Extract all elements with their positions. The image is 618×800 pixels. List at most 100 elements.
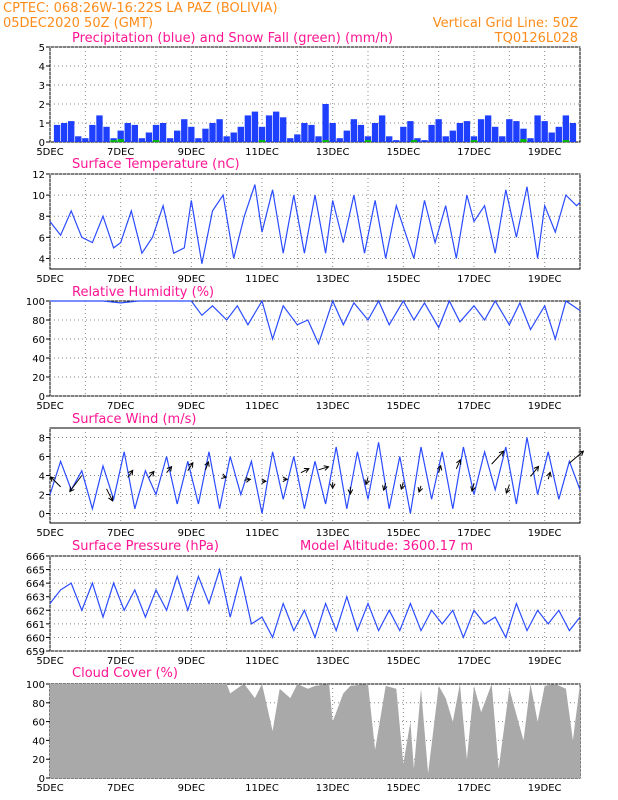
precip-bar	[393, 140, 400, 142]
x-tick-label-wind: 19DEC	[528, 528, 562, 539]
y-tick-label-cloud: 60	[32, 718, 45, 729]
x-tick-label-temp: 11DEC	[245, 274, 279, 285]
x-tick-label-cloud: 19DEC	[528, 783, 562, 794]
wind-arrow-head	[436, 464, 443, 471]
x-tick-label-humidity: 7DEC	[107, 401, 134, 412]
precip-bar	[329, 123, 336, 142]
cloud-area	[50, 684, 580, 778]
wind-arrow-head	[533, 465, 540, 472]
wind-arrow	[166, 466, 172, 473]
precip-bar	[555, 126, 562, 142]
precip-bar	[456, 123, 464, 142]
snow-bar	[470, 140, 478, 142]
y-tick-label-humidity: 80	[32, 316, 45, 327]
y-tick-label-precip: 1	[39, 119, 45, 130]
wind-arrow	[300, 468, 310, 474]
x-tick-label-cloud: 7DEC	[107, 783, 134, 794]
x-tick-label-pressure: 7DEC	[107, 656, 134, 667]
precip-bar	[188, 126, 195, 142]
y-tick-label-wind: 8	[39, 434, 45, 445]
precip-bar	[428, 124, 435, 142]
snow-bar	[562, 140, 570, 142]
wind-arrow	[50, 476, 61, 488]
precip-bar	[124, 123, 131, 142]
precip-bar	[195, 138, 202, 142]
wind-arrow	[569, 450, 584, 464]
precip-bar	[569, 123, 577, 142]
precip-bar	[89, 124, 96, 142]
wind-arrow	[69, 475, 83, 492]
x-tick-label-temp: 13DEC	[316, 274, 350, 285]
precip-bar	[230, 132, 237, 142]
wind-arrow-head	[282, 476, 289, 483]
series-line-temp	[49, 184, 581, 264]
x-tick-label-cloud: 17DEC	[457, 783, 491, 794]
precip-bar	[463, 121, 471, 142]
precip-bar	[386, 136, 393, 142]
precip-bar	[237, 126, 244, 142]
x-tick-label-precip: 17DEC	[457, 147, 491, 158]
x-tick-label-precip: 19DEC	[528, 147, 562, 158]
y-tick-label-cloud: 40	[32, 736, 45, 747]
precip-bar	[82, 138, 89, 142]
precip-bar	[506, 119, 513, 142]
x-tick-label-temp: 19DEC	[528, 274, 562, 285]
y-tick-label-pressure: 663	[26, 593, 45, 604]
precip-bar	[103, 126, 110, 142]
wind-arrow-head	[347, 489, 354, 495]
x-tick-label-wind: 11DEC	[245, 528, 279, 539]
x-tick-label-cloud: 5DEC	[36, 783, 63, 794]
y-tick-label-humidity: 100	[26, 297, 45, 308]
y-tick-label-precip: 3	[39, 81, 45, 92]
x-tick-label-temp: 15DEC	[386, 274, 420, 285]
wind-arrow	[383, 482, 387, 491]
wind-arrow	[438, 465, 442, 473]
precip-bar	[499, 136, 506, 142]
y-tick-label-temp: 10	[32, 191, 45, 202]
y-tick-label-precip: 0	[39, 138, 45, 149]
x-tick-label-pressure: 15DEC	[386, 656, 420, 667]
x-tick-label-cloud: 15DEC	[386, 783, 420, 794]
precip-bar	[308, 124, 315, 142]
wind-arrow	[491, 450, 505, 465]
precip-bar	[527, 138, 534, 142]
precip-bar	[492, 126, 499, 142]
x-tick-label-cloud: 11DEC	[245, 783, 279, 794]
precip-bar	[166, 138, 174, 142]
wind-arrow	[187, 462, 194, 472]
precip-bar	[371, 123, 379, 142]
y-tick-label-pressure: 662	[26, 606, 45, 617]
plot-frame-humidity	[49, 300, 581, 397]
precip-bar	[315, 136, 322, 142]
precip-bar	[174, 130, 181, 142]
snow-bar	[410, 140, 418, 142]
precip-bar	[60, 123, 68, 142]
precip-bar	[138, 138, 146, 142]
x-tick-label-precip: 5DEC	[36, 147, 63, 158]
precip-bar	[287, 138, 294, 142]
precip-bar	[209, 123, 216, 142]
precip-bar	[301, 123, 308, 142]
x-tick-label-wind: 5DEC	[36, 528, 63, 539]
x-tick-label-precip: 13DEC	[316, 147, 350, 158]
precip-bar	[407, 121, 414, 142]
y-tick-label-temp: 12	[32, 170, 45, 181]
y-tick-label-humidity: 20	[32, 373, 45, 384]
precip-bar	[265, 115, 273, 142]
precip-bar	[75, 136, 82, 142]
x-tick-label-pressure: 5DEC	[36, 656, 63, 667]
snow-bar	[110, 140, 117, 142]
precip-bar	[449, 130, 456, 142]
series-line-wind	[49, 437, 581, 514]
panel-title-wind: Surface Wind (m/s)	[72, 412, 196, 427]
series-line-pressure	[49, 567, 581, 640]
y-tick-label-wind: 2	[39, 491, 45, 502]
wind-arrow	[204, 461, 209, 470]
header-date: 05DEC2020 50Z (GMT)	[3, 16, 153, 31]
x-tick-label-humidity: 13DEC	[316, 401, 350, 412]
wind-arrow-head	[329, 483, 336, 490]
x-tick-label-pressure: 11DEC	[245, 656, 279, 667]
y-tick-label-precip: 2	[39, 100, 45, 111]
panel-title-pressure: Surface Pressure (hPa)	[72, 539, 219, 554]
header-grid-note: Vertical Grid Line: 50Z	[433, 16, 578, 31]
